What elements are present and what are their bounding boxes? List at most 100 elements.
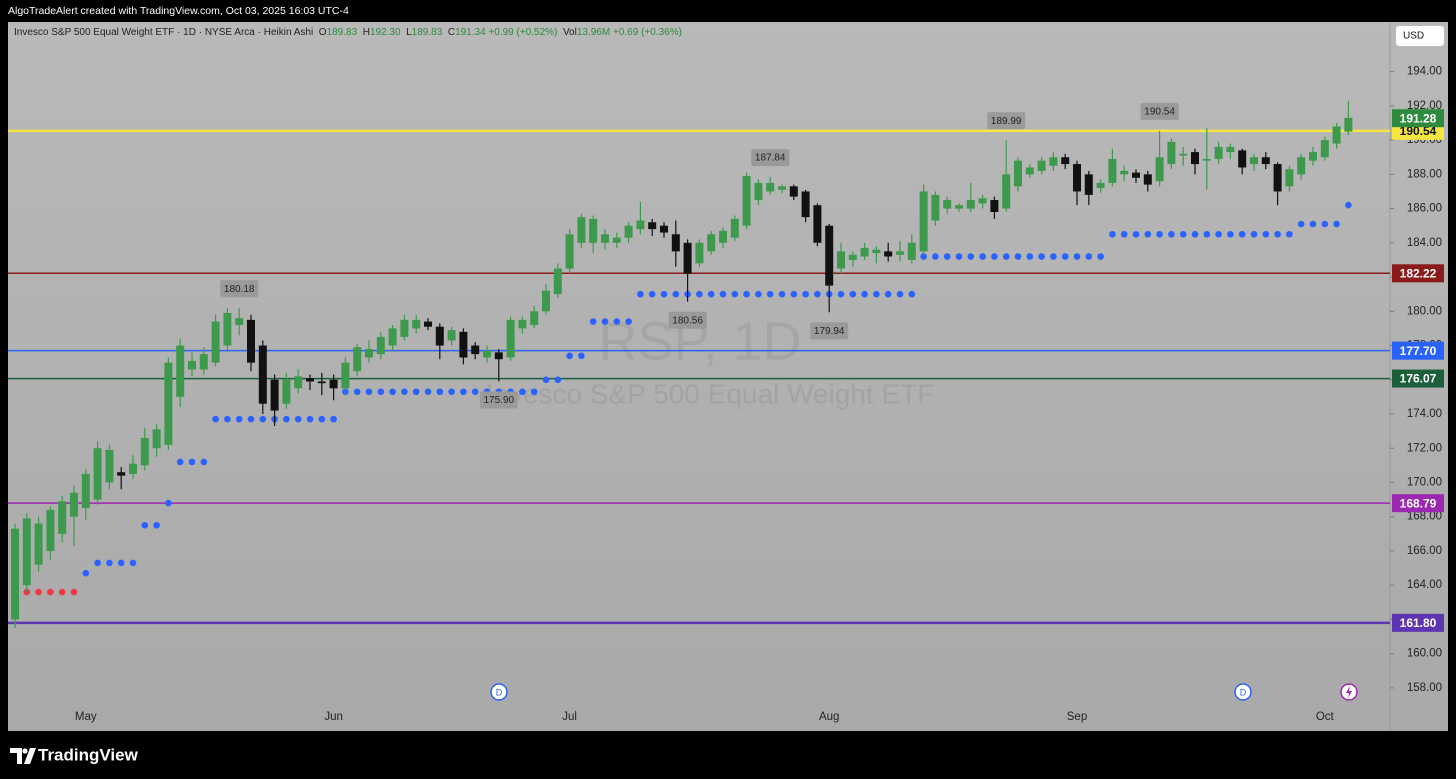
dividend-icon[interactable] bbox=[490, 683, 508, 701]
candle-body bbox=[1061, 157, 1070, 165]
stop-dot bbox=[1156, 230, 1163, 238]
y-tick-label: 174.00 bbox=[1407, 408, 1442, 420]
candle-body bbox=[188, 360, 196, 370]
candle-body bbox=[329, 379, 338, 389]
candle-body bbox=[223, 313, 232, 346]
stop-dot bbox=[70, 588, 78, 596]
candle-body bbox=[270, 379, 279, 411]
stop-dot bbox=[471, 388, 479, 396]
stop-dot bbox=[259, 415, 267, 423]
candle-body bbox=[58, 501, 67, 534]
stop-dot bbox=[790, 290, 798, 298]
stop-dot bbox=[1050, 253, 1057, 260]
price-tag bbox=[1392, 341, 1444, 360]
candle-body bbox=[1179, 153, 1188, 156]
price-tag bbox=[1392, 494, 1444, 513]
legend: Invesco S&P 500 Equal Weight ETF · 1D · … bbox=[14, 27, 682, 38]
y-tick-label: 184.00 bbox=[1407, 237, 1442, 249]
candle-body bbox=[459, 331, 468, 358]
candle-body bbox=[589, 218, 598, 243]
stop-dot bbox=[979, 253, 986, 260]
stop-dot bbox=[1014, 253, 1022, 260]
stop-dot bbox=[200, 458, 208, 466]
candle-body bbox=[353, 347, 362, 372]
stop-dot bbox=[861, 290, 868, 298]
stop-dot bbox=[755, 290, 762, 298]
stop-dot bbox=[1097, 253, 1104, 260]
price-tag-label: 168.79 bbox=[1400, 496, 1437, 510]
candle-body bbox=[730, 218, 739, 238]
stop-dot bbox=[648, 290, 656, 298]
candle-body bbox=[317, 381, 326, 384]
currency: USD bbox=[1403, 31, 1424, 42]
ohlc-value: 189.83 bbox=[411, 27, 443, 38]
candle-body bbox=[742, 176, 751, 226]
callout-label: 190.54 bbox=[1144, 107, 1175, 118]
y-tick-label: 158.00 bbox=[1407, 682, 1442, 694]
candle-body bbox=[884, 251, 893, 257]
dividend-icon[interactable] bbox=[1234, 683, 1252, 701]
stop-dot bbox=[424, 388, 432, 396]
candle-body bbox=[46, 509, 55, 551]
stop-dot bbox=[707, 290, 715, 298]
stop-dot bbox=[58, 588, 66, 596]
candle-body bbox=[1285, 169, 1294, 187]
candle-body bbox=[565, 234, 574, 269]
stop-dot bbox=[377, 388, 385, 396]
candle-body bbox=[1049, 157, 1058, 166]
stop-dot bbox=[873, 290, 880, 298]
candle-body bbox=[447, 330, 456, 341]
stop-dot bbox=[401, 388, 408, 396]
dividend-icon-text: D bbox=[1240, 687, 1247, 697]
candle-body bbox=[1250, 157, 1258, 165]
ohlc-label: H bbox=[362, 27, 370, 38]
stop-dot bbox=[1215, 230, 1222, 238]
stop-dot bbox=[814, 290, 821, 298]
stop-dot bbox=[837, 290, 845, 298]
candle-body bbox=[1155, 157, 1164, 182]
stop-dot bbox=[920, 253, 927, 260]
candle-body bbox=[365, 348, 373, 358]
candle-body bbox=[199, 354, 208, 370]
candle-body bbox=[70, 492, 78, 517]
stop-dot bbox=[436, 388, 444, 396]
candle-body bbox=[341, 362, 350, 389]
candle-body bbox=[577, 217, 586, 243]
candle-body bbox=[907, 242, 916, 260]
price-tag bbox=[1392, 109, 1444, 128]
stop-dot bbox=[766, 290, 774, 298]
candle-body bbox=[93, 448, 102, 500]
stop-dot bbox=[412, 388, 420, 396]
candle-body bbox=[990, 200, 999, 213]
stop-dot bbox=[247, 415, 255, 423]
candle-body bbox=[152, 429, 161, 449]
candle-body bbox=[258, 345, 267, 404]
callout-label: 180.18 bbox=[224, 284, 255, 295]
candle-body bbox=[400, 319, 409, 337]
stop-dot bbox=[1203, 230, 1211, 238]
stop-dot bbox=[1321, 220, 1329, 228]
candle-body bbox=[636, 220, 645, 230]
stop-dot bbox=[460, 388, 467, 396]
stop-dot bbox=[389, 388, 396, 396]
stop-dot bbox=[743, 290, 750, 298]
candle-body bbox=[789, 186, 798, 197]
stop-dot bbox=[672, 290, 680, 298]
candle-body bbox=[1132, 172, 1140, 178]
stop-dot bbox=[1262, 230, 1270, 238]
stop-dot bbox=[153, 521, 160, 529]
change: +0.99 (+0.52%) bbox=[488, 27, 558, 38]
x-tick-label: May bbox=[75, 711, 97, 723]
callout-box bbox=[987, 112, 1026, 130]
price-tag-label: 191.28 bbox=[1400, 111, 1437, 125]
candle-body bbox=[247, 319, 255, 363]
callout-label: 189.99 bbox=[991, 116, 1022, 127]
ohlc-value: 189.83 bbox=[326, 27, 358, 38]
price-tag bbox=[1392, 264, 1444, 283]
stop-dot bbox=[1333, 220, 1340, 228]
currency-box[interactable] bbox=[1396, 26, 1444, 46]
candle-body bbox=[671, 234, 680, 252]
candle-body bbox=[1332, 126, 1341, 144]
stop-dot bbox=[1120, 230, 1128, 238]
